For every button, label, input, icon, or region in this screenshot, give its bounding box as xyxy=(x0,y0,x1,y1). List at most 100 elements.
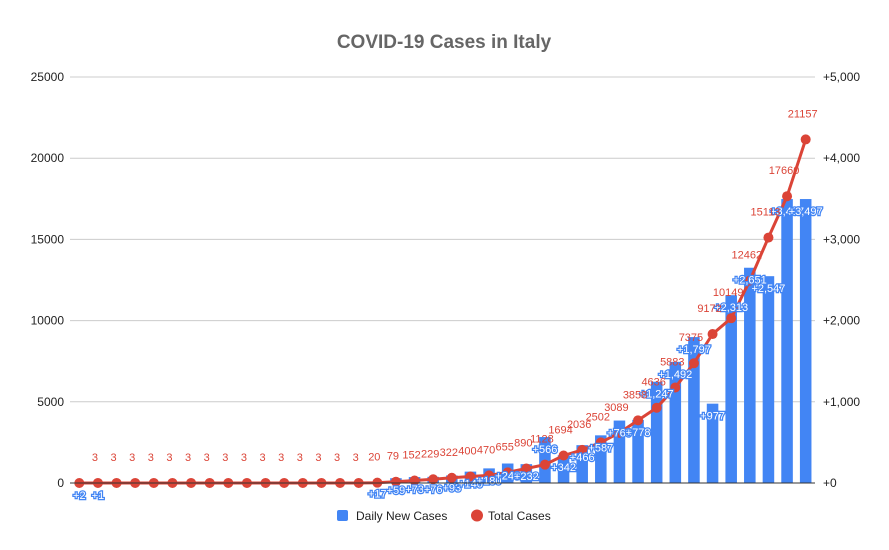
bar-data-label: +2 xyxy=(73,490,86,502)
line-point xyxy=(465,471,476,482)
line-data-label: 79 xyxy=(387,451,399,463)
line-data-label: 3 xyxy=(334,452,340,464)
legend-label-total-cases: Total Cases xyxy=(488,509,551,523)
y-left-tick-label: 10000 xyxy=(31,314,65,328)
line-data-label: 322 xyxy=(440,447,458,459)
line-data-label: 10149 xyxy=(713,287,744,299)
line-data-label: 890 xyxy=(514,438,532,450)
line-data-label: 3 xyxy=(297,452,303,464)
line-data-label: 15113 xyxy=(751,207,781,219)
line-point xyxy=(670,382,681,393)
legend: Daily New Cases Total Cases xyxy=(337,509,551,523)
line-data-label: 3 xyxy=(185,452,191,464)
line-data-label: 3 xyxy=(204,452,210,464)
y-right-tick-label: +5,000 xyxy=(823,70,860,84)
bar-data-label: +778 xyxy=(626,427,651,439)
line-data-label: 3 xyxy=(111,452,117,464)
bar-data-label: +140 xyxy=(458,479,483,491)
line-data-label: 3 xyxy=(278,452,284,464)
bar-data-label: +466 xyxy=(570,452,595,464)
y-right-tick-label: +3,000 xyxy=(823,232,860,246)
line-data-label: 17660 xyxy=(769,165,800,177)
legend-item-daily-new-cases[interactable]: Daily New Cases xyxy=(337,509,447,523)
line-point xyxy=(782,191,793,202)
y-right-tick-label: +4,000 xyxy=(823,151,860,165)
y-left-tick-label: 20000 xyxy=(31,151,65,165)
line-point xyxy=(484,470,495,481)
bar-data-label: +342 xyxy=(551,462,576,474)
bar-data-label: +240 xyxy=(495,471,520,483)
line-point xyxy=(707,329,718,340)
bar xyxy=(520,464,533,483)
bar xyxy=(799,199,812,484)
line-data-label: 3858 xyxy=(623,389,647,401)
bar-data-label: +3,497 xyxy=(770,206,804,218)
legend-swatch-total-cases xyxy=(471,509,483,522)
bar-data-label: +2,651 xyxy=(733,275,767,287)
bar-data-label: +93 xyxy=(442,482,461,494)
bar xyxy=(706,403,719,483)
y-left-tick-label: 5000 xyxy=(37,395,64,409)
line-point xyxy=(800,134,811,145)
bar xyxy=(781,199,793,484)
y-right-tick-label: +1,000 xyxy=(823,395,860,409)
line-data-label: 3 xyxy=(148,452,154,464)
bar-data-label: +3,497 xyxy=(789,206,823,218)
line-data-label: 152 xyxy=(402,450,420,462)
line-data-label: 3 xyxy=(260,452,266,464)
line-data-label: 20 xyxy=(368,452,380,464)
line-data-label: 3 xyxy=(166,452,172,464)
line-point xyxy=(502,467,513,478)
line-data-label: 7375 xyxy=(679,332,703,344)
line-data-label: 3089 xyxy=(604,402,628,414)
y-right-tick-label: +0 xyxy=(823,476,837,490)
line-data-label: 655 xyxy=(496,441,514,453)
line-data-label: 3 xyxy=(241,452,247,464)
line-point xyxy=(539,459,550,470)
line-data-label: 229 xyxy=(421,448,439,460)
bar-data-label: +180 xyxy=(477,475,502,487)
bar xyxy=(669,361,682,483)
line-point xyxy=(651,402,662,413)
line-point xyxy=(633,415,644,426)
bar xyxy=(688,337,700,483)
line-data-label: 1128 xyxy=(530,434,554,446)
line-point xyxy=(390,476,401,487)
bar-data-label: +566 xyxy=(533,444,558,456)
bar-data-label: +769 xyxy=(607,428,632,440)
line-point xyxy=(521,463,532,474)
y-left-tick-label: 0 xyxy=(57,476,64,490)
line-data-label: 5883 xyxy=(660,356,684,368)
bar-data-label: +977 xyxy=(700,411,725,423)
bar xyxy=(613,420,626,483)
bar xyxy=(744,267,756,483)
line-point xyxy=(763,232,774,243)
bar-data-label: +1,247 xyxy=(640,389,674,401)
bar xyxy=(725,295,737,483)
line-point xyxy=(428,474,439,485)
bar-data-label: +1,492 xyxy=(658,369,692,381)
line-point xyxy=(744,275,755,286)
bar-data-label: +2,313 xyxy=(714,302,748,314)
line-point xyxy=(688,358,699,369)
axis-layer: 0 5000 10000 15000 20000 25000 +0 +1,000 +2,000 +… xyxy=(31,70,861,490)
legend-swatch-daily-new-cases xyxy=(337,510,348,521)
line-data-label: 400 xyxy=(458,446,476,458)
bar xyxy=(576,445,588,483)
line-point xyxy=(577,444,588,455)
line-point xyxy=(595,437,606,448)
bar xyxy=(557,455,570,483)
line-data-label: 3 xyxy=(353,452,359,464)
chart-title: COVID-19 Cases in Italy xyxy=(337,32,552,53)
y-left-tick-label: 25000 xyxy=(31,70,65,84)
legend-item-total-cases[interactable]: Total Cases xyxy=(471,509,551,523)
line-data-label: 3 xyxy=(129,452,135,464)
bar xyxy=(595,435,607,483)
line-data-label: 12462 xyxy=(732,250,763,262)
bar-layer xyxy=(73,199,812,484)
bar-data-label: +587 xyxy=(588,442,613,454)
line-data-label: 3 xyxy=(92,452,98,464)
line-data-label: 9172 xyxy=(697,303,721,315)
bar xyxy=(762,276,775,483)
